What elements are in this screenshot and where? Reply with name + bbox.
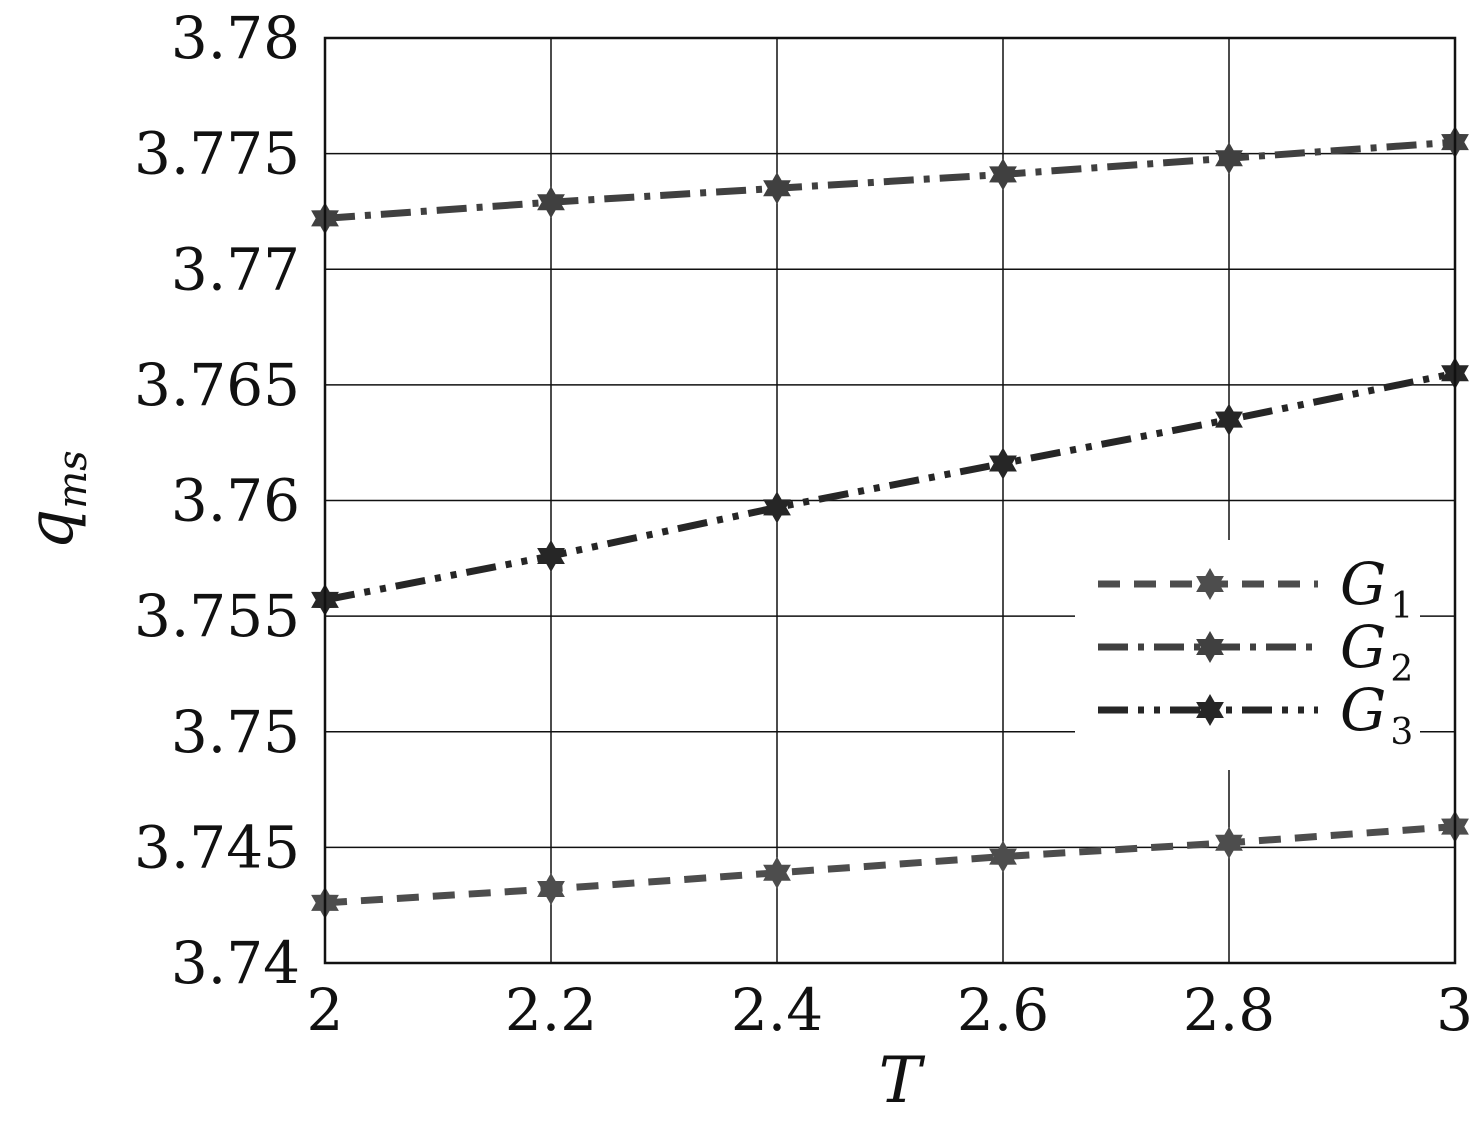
data-point: [989, 447, 1017, 480]
y-tick-label: 3.765: [134, 351, 300, 419]
y-tick-labels: 3.74 3.745 3.75 3.755 3.76 3.765 3.77 3.775 3.78: [134, 4, 300, 997]
y-tick-label: 3.74: [171, 929, 300, 997]
plot-frame: [323, 36, 1457, 965]
data-point: [763, 856, 791, 889]
legend: G 1G 2G 3: [1075, 540, 1420, 770]
series-layer: [311, 126, 1469, 919]
data-point: [763, 172, 791, 205]
data-point: [763, 491, 791, 524]
svg-text:qms: qms: [14, 450, 96, 549]
y-tick-label: 3.775: [134, 120, 300, 188]
y-tick-label: 3.755: [134, 582, 300, 650]
data-point: [537, 540, 565, 572]
series-G1: [311, 810, 1469, 919]
data-point: [1215, 142, 1243, 175]
y-tick-label: 3.78: [171, 4, 300, 72]
data-point: [537, 186, 565, 219]
series-G2: [311, 126, 1469, 235]
x-tick-label: 2.6: [957, 976, 1049, 1044]
y-tick-label: 3.76: [171, 467, 300, 535]
x-tick-label: 3: [1436, 976, 1473, 1044]
x-tick-label: 2.2: [505, 976, 597, 1044]
grid: [324, 37, 1456, 964]
legend-marker: [1196, 568, 1224, 600]
legend-background: [1075, 540, 1420, 770]
y-tick-label: 3.745: [134, 813, 300, 881]
data-point: [1215, 826, 1243, 859]
series-line: [324, 823, 1456, 907]
x-axis-title: T: [879, 1044, 926, 1118]
data-point: [1215, 403, 1243, 436]
y-axis-title-base: q: [14, 509, 88, 550]
y-axis-title: qms: [14, 450, 96, 549]
data-point: [989, 158, 1017, 191]
y-tick-label: 3.75: [171, 698, 300, 766]
legend-marker: [1196, 631, 1224, 663]
series-line: [324, 369, 1456, 604]
x-tick-label: 2.4: [731, 976, 823, 1044]
x-tick-label: 2: [307, 976, 344, 1044]
y-tick-label: 3.77: [171, 235, 300, 303]
data-point: [537, 873, 565, 905]
series-line: [324, 138, 1456, 222]
x-tick-label: 2.8: [1183, 976, 1275, 1044]
legend-marker: [1196, 694, 1224, 726]
data-point: [989, 840, 1017, 873]
x-tick-labels: 2 2.2 2.4 2.6 2.8 3: [307, 976, 1473, 1044]
y-axis-title-sub: ms: [50, 450, 96, 508]
